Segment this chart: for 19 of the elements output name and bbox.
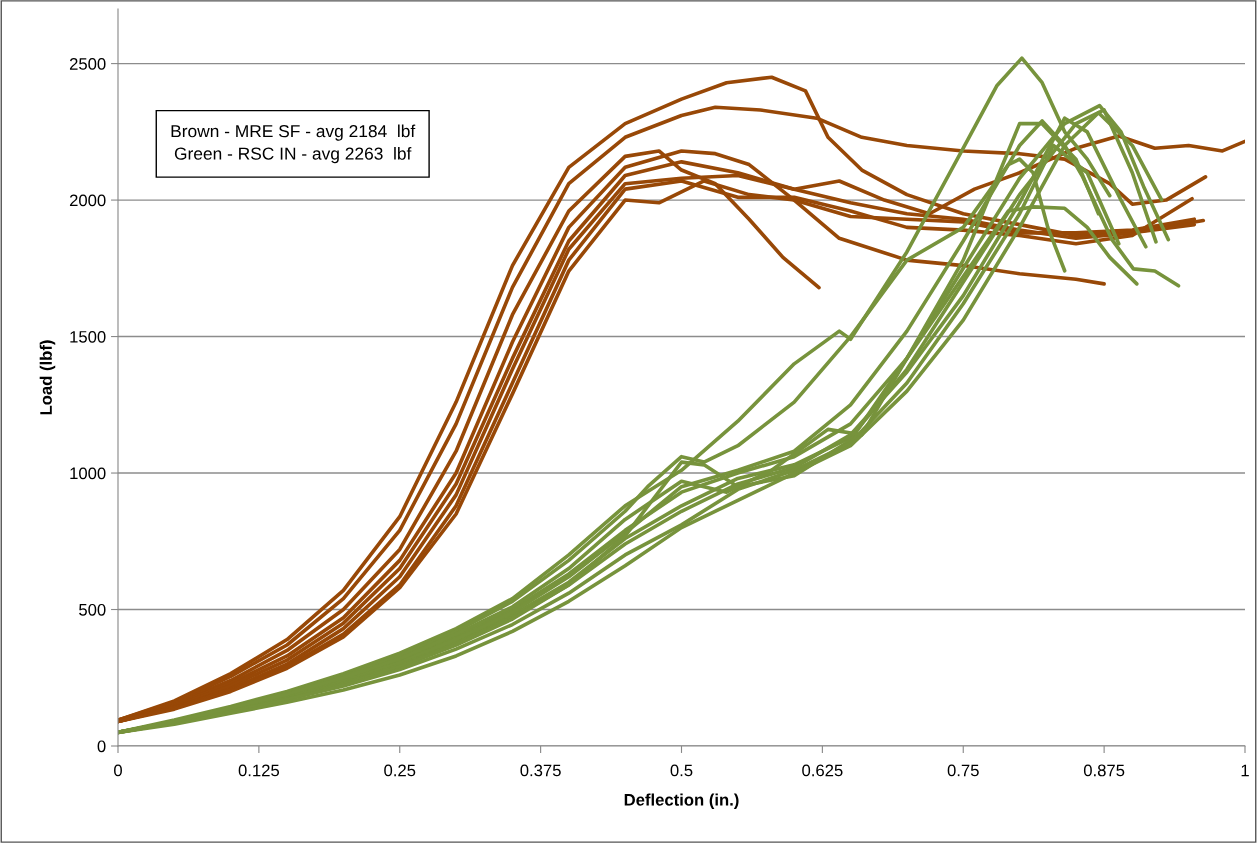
x-tick-label: 0.5 — [670, 764, 693, 777]
x-tick-label: 0.375 — [520, 764, 561, 777]
y-tick-label: 1000 — [70, 467, 106, 480]
y-tick-label: 2500 — [69, 57, 106, 70]
annotation: Brown - MRE SF - avg 2184 lbf — [171, 124, 416, 141]
annotation: Green - RSC IN - avg 2263 lbf — [174, 147, 412, 164]
x-tick-label: 1 — [1241, 764, 1249, 777]
y-tick-label: 500 — [79, 603, 106, 616]
y-tick-label: 0 — [97, 740, 106, 753]
x-tick-label: 0.25 — [384, 764, 416, 777]
y-tick-label: 1500 — [70, 330, 106, 343]
x-tick-label: 0.875 — [1083, 764, 1125, 777]
x-tick-label: 0.625 — [802, 764, 843, 777]
x-axis-title: Deflection (in.) — [624, 793, 739, 810]
x-tick-label: 0 — [114, 764, 122, 777]
y-axis-title: Load (lbf) — [39, 340, 56, 415]
y-tick-label: 2000 — [69, 194, 106, 207]
x-tick-label: 0.125 — [238, 764, 280, 777]
x-tick-label: 0.75 — [947, 764, 979, 777]
